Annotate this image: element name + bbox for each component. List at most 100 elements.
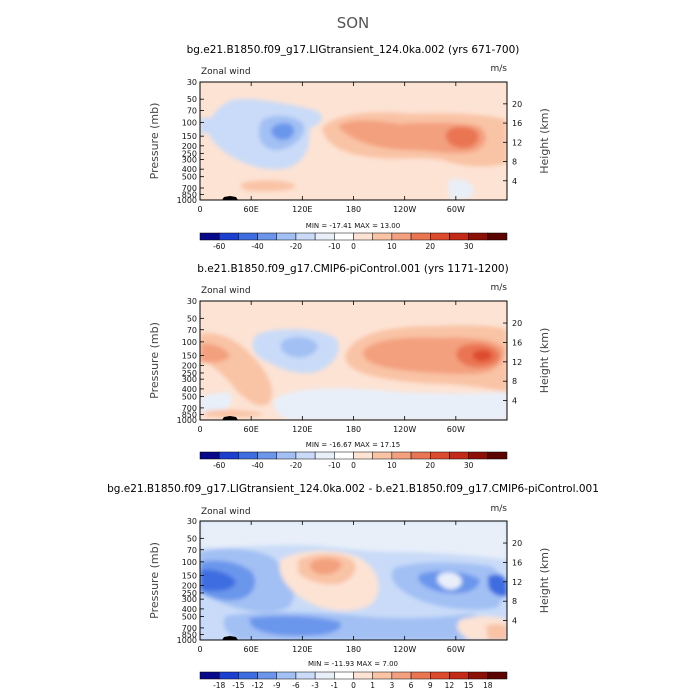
panel-3-colorbar-swatch — [199, 671, 220, 680]
panel-2-ytick-label: 100 — [182, 338, 197, 347]
panel-1-contour-pos-mod-jet — [338, 120, 486, 154]
panel-1-ylabel: Pressure (mb) — [148, 103, 161, 180]
panel-3-colorbar-label: 9 — [428, 681, 433, 690]
panel-2-ytick-right-label: 16 — [512, 338, 522, 347]
panel-2-ytick-label: 50 — [187, 314, 197, 323]
panel-3-contour-neg-vstrong-west — [200, 569, 236, 592]
panel-2-colorbar-swatch — [430, 451, 450, 460]
panel-1-colorbar-swatch — [295, 232, 316, 241]
panel-3-variable-label: Zonal wind — [201, 507, 251, 517]
panel-1-ylabel-right: Height (km) — [538, 108, 551, 174]
panel-3-colorbar-swatch — [372, 671, 393, 680]
panel-2-xtick-label: 120E — [292, 425, 312, 434]
panel-3-units-label: m/s — [491, 504, 508, 514]
panel-2-ytick-right-label: 8 — [512, 377, 517, 386]
panel-3-colorbar-label: 6 — [409, 681, 414, 690]
panel-3-xtick-label: 60E — [244, 645, 259, 654]
panel-2-ytick-right-label: 12 — [512, 358, 522, 367]
panel-3-xtick-label: 120E — [292, 645, 312, 654]
panel-3-colorbar-swatch — [353, 671, 373, 680]
panel-3-colorbar-swatch — [295, 671, 316, 680]
panel-3-colorbar-swatch — [218, 671, 239, 680]
panel-1-xtick-label: 0 — [197, 205, 202, 214]
panel-1-minmax: MIN = -17.41 MAX = 13.00 — [306, 222, 400, 230]
panel-2-ytick-label: 1000 — [177, 416, 197, 425]
panel-3-contour-near-zero-oval — [437, 572, 462, 590]
panel-2-variable-label: Zonal wind — [201, 286, 251, 296]
panel-1-colorbar-label: 0 — [351, 242, 356, 251]
panel-2-colorbar-swatch — [449, 451, 469, 460]
panel-2-ytick-label: 700 — [182, 404, 197, 413]
panel-2-contour-pos-mod-left — [200, 343, 230, 363]
panel-1-topography — [222, 196, 238, 200]
panel-1-xtick-label: 120W — [393, 205, 416, 214]
panel-2-contour-neg-weak-lower — [273, 388, 507, 420]
panel-2-contour-neg-weak-west — [200, 392, 232, 412]
panel-2-ylabel-right: Height (km) — [538, 328, 551, 394]
panel-2-colorbar-swatch — [353, 451, 373, 460]
panel-1-ytick-label: 250 — [182, 149, 197, 158]
panel-2-colorbar-swatch — [487, 451, 508, 460]
panel-1-xtick-label: 120E — [292, 205, 312, 214]
panel-3-colorbar-label: -18 — [213, 681, 225, 690]
panel-3-colorbar-label: 3 — [389, 681, 394, 690]
panel-3-colorbar-swatch — [276, 671, 297, 680]
panel-1-ytick-right-label: 4 — [512, 177, 517, 186]
panel-1-colorbar-label: 10 — [387, 242, 397, 251]
panel-2-colorbar-label: 20 — [425, 461, 435, 470]
panel-2-xtick-label: 0 — [197, 425, 202, 434]
panel-3-contour-pos-mod-lowright — [486, 623, 507, 640]
panel-1-colorbar-swatch — [353, 232, 373, 241]
panel-2-topography — [222, 416, 238, 420]
panel-1-contour-pos-weak-low — [240, 180, 296, 192]
panel-3-colorbar-swatch — [430, 671, 450, 680]
panel-1-ytick-label: 1000 — [177, 196, 197, 205]
panel-1-colorbar-swatch — [334, 232, 354, 241]
panel-3-topography — [222, 636, 238, 640]
panel-1-ytick-right-label: 16 — [512, 119, 522, 128]
panel-2-ytick-right-label: 4 — [512, 397, 517, 406]
panel-2-xtick-label: 120W — [393, 425, 416, 434]
panel-2: b.e21.B1850.f09_g17.CMIP6-piControl.001 … — [148, 263, 551, 470]
panel-1-ytick-label: 200 — [182, 142, 197, 151]
panel-3-colorbar-label: -15 — [232, 681, 244, 690]
panel-2-contour-pos-max-jet — [472, 349, 492, 362]
panel-1-units-label: m/s — [491, 64, 508, 74]
panel-1-colorbar-swatch — [257, 232, 277, 241]
panel-3-ytick-right-label: 16 — [512, 558, 522, 567]
panel-3-title: bg.e21.B1850.f09_g17.LIGtransient_124.0k… — [107, 483, 599, 495]
panel-2-colorbar-swatch — [276, 451, 297, 460]
panel-2-colorbar-swatch — [295, 451, 316, 460]
panel-1-colorbar-label: -20 — [290, 242, 302, 251]
panel-3-contour-near-zero-upper — [200, 521, 507, 560]
panel-3-colorbar-label: -9 — [273, 681, 281, 690]
panel-1-ytick-label: 100 — [182, 119, 197, 128]
panel-3-colorbar-label: 1 — [370, 681, 375, 690]
panel-1-colorbar-label: 20 — [425, 242, 435, 251]
panel-3-ytick-label: 1000 — [177, 636, 197, 645]
panel-2-colorbar-label: -20 — [290, 461, 302, 470]
panel-2-ytick-label: 150 — [182, 352, 197, 361]
figure-suptitle: SON — [337, 14, 370, 32]
panel-1-xtick-label: 60W — [447, 205, 465, 214]
panel-3-colorbar-label: -3 — [311, 681, 319, 690]
panel-3-ytick-label: 300 — [182, 595, 197, 604]
panel-3-ytick-label: 400 — [182, 605, 197, 614]
panel-2-xtick-label: 60E — [244, 425, 259, 434]
panel-3-colorbar: -18 -15 -12 -9 -6 -3 -1 0 1 3 6 9 12 15 18 — [199, 671, 508, 690]
panel-2-colorbar-swatch — [314, 451, 335, 460]
panel-1-variable-label: Zonal wind — [201, 67, 251, 77]
panel-1-contour-neg-strong — [271, 123, 295, 140]
panel-3-colorbar-swatch — [314, 671, 335, 680]
panel-3-colorbar-swatch — [257, 671, 277, 680]
panel-3-colorbar-label: -6 — [292, 681, 300, 690]
panel-2-colorbar-swatch — [257, 451, 277, 460]
panel-3-minmax: MIN = -11.93 MAX = 7.00 — [308, 660, 398, 668]
panel-1-contour-neg-weak-west — [200, 118, 216, 134]
panel-2-colorbar-label: 10 — [387, 461, 397, 470]
panel-1-colorbar-swatch — [314, 232, 335, 241]
panel-2-contour-field — [200, 301, 507, 420]
panel-3-ytick-label: 70 — [187, 546, 197, 555]
